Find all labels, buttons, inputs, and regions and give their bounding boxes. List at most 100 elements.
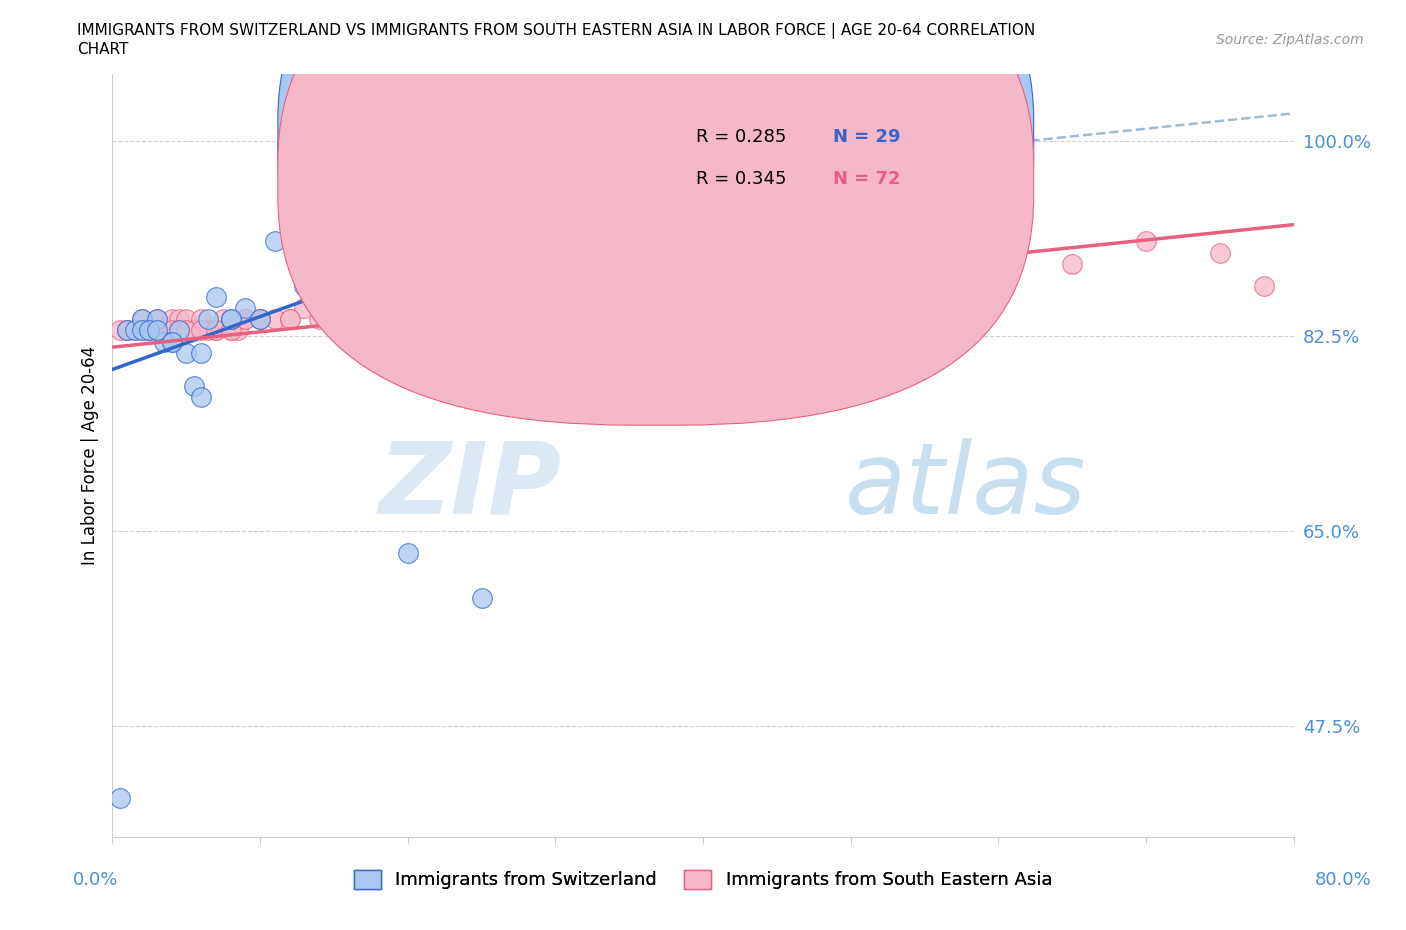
- Y-axis label: In Labor Force | Age 20-64: In Labor Force | Age 20-64: [80, 346, 98, 565]
- Point: [108, 323, 131, 338]
- Point: [167, 312, 190, 326]
- Point: [558, 289, 582, 304]
- Point: [647, 267, 671, 282]
- FancyBboxPatch shape: [278, 0, 1033, 425]
- Point: [456, 289, 478, 304]
- Point: [219, 323, 242, 338]
- Text: 0.0%: 0.0%: [73, 871, 118, 889]
- Point: [544, 289, 567, 304]
- Point: [278, 312, 301, 326]
- Point: [441, 300, 464, 315]
- Point: [219, 312, 242, 326]
- Point: [174, 345, 197, 360]
- Point: [501, 289, 523, 304]
- Point: [411, 300, 433, 315]
- Point: [352, 300, 374, 315]
- FancyBboxPatch shape: [278, 0, 1033, 383]
- Point: [117, 323, 138, 338]
- Point: [108, 790, 131, 805]
- Point: [117, 323, 138, 338]
- Point: [619, 267, 641, 282]
- Text: Source: ZipAtlas.com: Source: ZipAtlas.com: [1216, 33, 1364, 46]
- Point: [367, 312, 389, 326]
- Text: R = 0.285: R = 0.285: [696, 128, 786, 146]
- Point: [174, 312, 197, 326]
- Text: CHART: CHART: [77, 42, 129, 57]
- Legend: Immigrants from Switzerland, Immigrants from South Eastern Asia: Immigrants from Switzerland, Immigrants …: [347, 863, 1059, 897]
- Point: [264, 312, 287, 326]
- Text: R = 0.345: R = 0.345: [696, 170, 786, 188]
- Point: [470, 591, 494, 605]
- Point: [153, 334, 176, 349]
- Text: N = 29: N = 29: [832, 128, 900, 146]
- Point: [153, 323, 176, 338]
- Point: [233, 312, 256, 326]
- Point: [131, 312, 153, 326]
- Point: [124, 323, 146, 338]
- Point: [219, 312, 242, 326]
- Point: [396, 300, 419, 315]
- Point: [190, 312, 212, 326]
- Point: [160, 334, 183, 349]
- Point: [574, 278, 596, 293]
- Text: N = 72: N = 72: [832, 170, 900, 188]
- Point: [146, 312, 169, 326]
- Point: [323, 300, 346, 315]
- Point: [233, 312, 256, 326]
- Point: [183, 323, 205, 338]
- Point: [233, 300, 256, 315]
- Text: IMMIGRANTS FROM SWITZERLAND VS IMMIGRANTS FROM SOUTH EASTERN ASIA IN LABOR FORCE: IMMIGRANTS FROM SWITZERLAND VS IMMIGRANT…: [77, 23, 1036, 39]
- Point: [131, 323, 153, 338]
- Point: [197, 312, 219, 326]
- Point: [721, 267, 744, 282]
- Point: [292, 278, 315, 293]
- Point: [692, 278, 714, 293]
- Point: [278, 312, 301, 326]
- Point: [323, 300, 346, 315]
- Point: [190, 323, 212, 338]
- Point: [138, 323, 160, 338]
- Point: [692, 278, 714, 293]
- Point: [914, 278, 936, 293]
- Point: [396, 312, 419, 326]
- Point: [987, 257, 1010, 272]
- Point: [160, 312, 183, 326]
- Point: [292, 300, 315, 315]
- Point: [249, 312, 271, 326]
- Point: [515, 278, 537, 293]
- Point: [190, 390, 212, 405]
- Point: [1208, 246, 1232, 260]
- FancyBboxPatch shape: [596, 105, 950, 219]
- Point: [619, 278, 641, 293]
- Point: [470, 289, 494, 304]
- Point: [249, 312, 271, 326]
- Point: [146, 323, 169, 338]
- Point: [1062, 257, 1084, 272]
- Point: [197, 323, 219, 338]
- Point: [183, 379, 205, 393]
- Point: [205, 323, 228, 338]
- Point: [212, 312, 235, 326]
- Point: [205, 289, 228, 304]
- Point: [766, 267, 789, 282]
- Point: [1135, 234, 1157, 249]
- Point: [226, 323, 249, 338]
- Point: [174, 323, 197, 338]
- Point: [382, 289, 405, 304]
- Point: [249, 312, 271, 326]
- Point: [124, 323, 146, 338]
- Text: 80.0%: 80.0%: [1315, 871, 1371, 889]
- Point: [426, 300, 449, 315]
- Point: [619, 212, 641, 227]
- Point: [219, 323, 242, 338]
- Point: [839, 267, 862, 282]
- Point: [146, 312, 169, 326]
- Point: [160, 323, 183, 338]
- Point: [160, 334, 183, 349]
- Point: [131, 323, 153, 338]
- Point: [396, 546, 419, 561]
- Point: [470, 300, 494, 315]
- Point: [138, 323, 160, 338]
- Point: [544, 278, 567, 293]
- Point: [308, 312, 330, 326]
